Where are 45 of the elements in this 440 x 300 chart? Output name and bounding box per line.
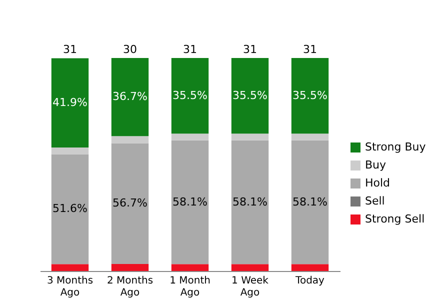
data-label: 56.7% bbox=[112, 196, 148, 210]
x-tick-label: 1 Month Ago bbox=[170, 276, 210, 298]
data-label: 58.1% bbox=[172, 195, 208, 208]
x-tick-label: 2 Months Ago bbox=[106, 276, 154, 298]
bar bbox=[51, 58, 89, 148]
bar bbox=[291, 140, 329, 264]
bar bbox=[111, 264, 149, 271]
data-label: 41.9% bbox=[52, 96, 88, 109]
bar bbox=[231, 58, 269, 134]
bar bbox=[171, 58, 209, 134]
data-label: 35.5% bbox=[232, 88, 268, 102]
bar bbox=[171, 264, 209, 271]
bar bbox=[51, 154, 89, 264]
legend-label: Buy bbox=[365, 158, 387, 172]
data-label: 58.1% bbox=[232, 195, 268, 208]
bar bbox=[51, 147, 89, 154]
legend-label: Strong Buy bbox=[365, 140, 426, 154]
bar bbox=[51, 264, 89, 271]
legend-label: Sell bbox=[365, 194, 385, 208]
data-label: 36.7% bbox=[112, 90, 148, 104]
bar bbox=[111, 136, 149, 144]
bar bbox=[291, 58, 329, 134]
text: 31 bbox=[303, 43, 317, 56]
bar bbox=[291, 134, 329, 140]
bar bbox=[111, 58, 149, 136]
x-tick-label: 1 Week Ago bbox=[232, 276, 269, 298]
text: 31 bbox=[183, 43, 197, 56]
bar bbox=[171, 140, 209, 264]
bar bbox=[231, 264, 269, 271]
data-label: 35.5% bbox=[172, 88, 208, 102]
data-label: 58.1% bbox=[292, 195, 328, 208]
bar bbox=[231, 134, 269, 140]
bar bbox=[171, 134, 209, 140]
data-label: 51.6% bbox=[52, 202, 88, 216]
legend-label: Strong Sell bbox=[365, 212, 425, 226]
text: 31 bbox=[63, 43, 77, 56]
x-tick-label: Today bbox=[294, 276, 325, 286]
text: 30 bbox=[123, 43, 137, 56]
text: 31 bbox=[243, 43, 257, 56]
bar bbox=[291, 264, 329, 271]
data-label: 35.5% bbox=[292, 88, 328, 102]
x-tick-label: 3 Months Ago bbox=[46, 276, 94, 298]
bar bbox=[231, 140, 269, 264]
bar bbox=[111, 143, 149, 264]
legend-label: Hold bbox=[365, 176, 390, 190]
